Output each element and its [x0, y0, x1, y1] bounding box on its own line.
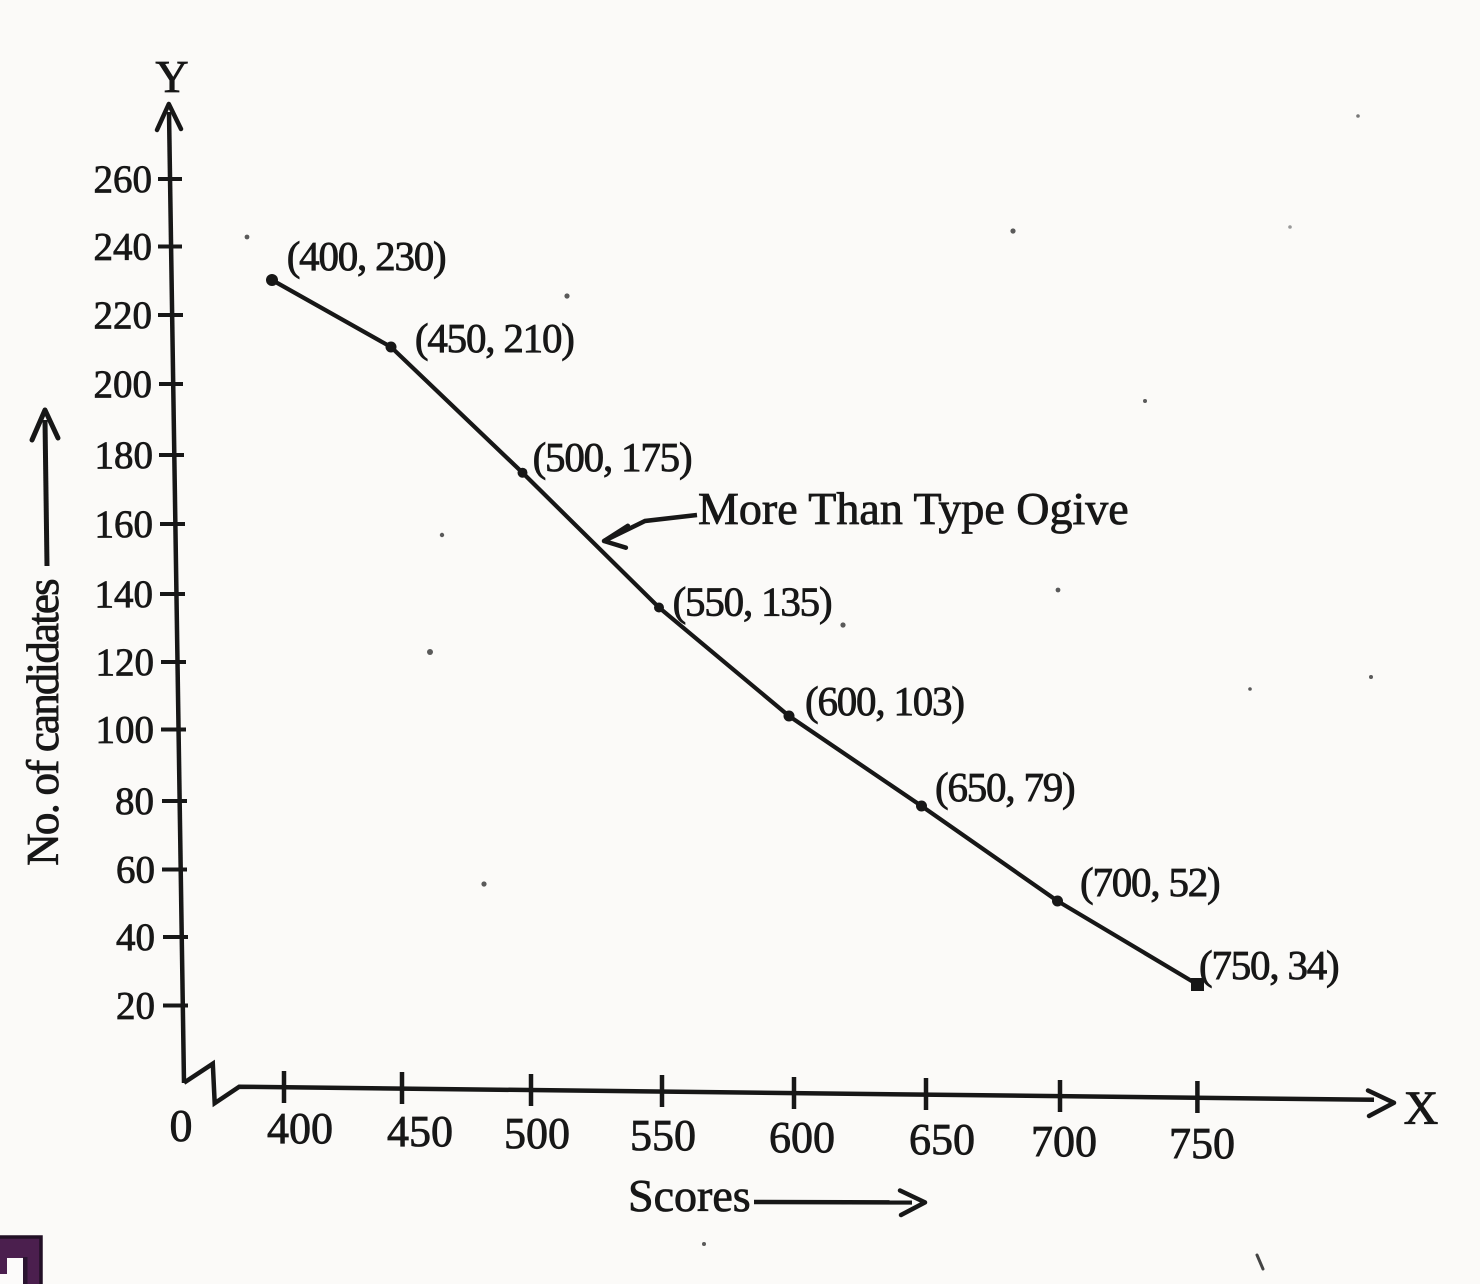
- svg-text:(550, 135): (550, 135): [673, 579, 832, 625]
- svg-text:60: 60: [116, 849, 155, 892]
- svg-text:400: 400: [267, 1104, 333, 1153]
- svg-text:(700, 52): (700, 52): [1080, 859, 1220, 905]
- svg-text:140: 140: [95, 573, 154, 616]
- svg-text:100: 100: [96, 709, 155, 752]
- svg-text:(450, 210): (450, 210): [415, 315, 574, 361]
- svg-text:80: 80: [115, 780, 154, 823]
- svg-text:40: 40: [116, 916, 155, 959]
- svg-text:500: 500: [504, 1109, 570, 1158]
- svg-text:700: 700: [1031, 1117, 1097, 1166]
- svg-text:(600, 103): (600, 103): [805, 678, 964, 724]
- svg-text:240: 240: [94, 226, 153, 269]
- svg-text:Y: Y: [155, 51, 188, 102]
- svg-text:160: 160: [95, 503, 154, 546]
- svg-text:(650, 79): (650, 79): [935, 764, 1075, 810]
- svg-text:20: 20: [116, 985, 155, 1028]
- svg-text:0: 0: [170, 1100, 193, 1151]
- svg-text:(400, 230): (400, 230): [287, 233, 446, 279]
- svg-text:650: 650: [909, 1115, 975, 1164]
- svg-text:220: 220: [94, 294, 153, 337]
- svg-text:600: 600: [769, 1113, 835, 1162]
- svg-text:120: 120: [96, 641, 155, 684]
- svg-text:(750, 34): (750, 34): [1199, 942, 1339, 988]
- svg-text:750: 750: [1169, 1119, 1235, 1168]
- svg-text:Scores: Scores: [628, 1170, 751, 1221]
- svg-text:(500, 175): (500, 175): [533, 434, 692, 480]
- svg-text:X: X: [1404, 1082, 1439, 1135]
- svg-text:450: 450: [387, 1107, 453, 1156]
- svg-text:550: 550: [630, 1111, 696, 1160]
- svg-text:No. of candidates: No. of candidates: [18, 580, 68, 866]
- svg-text:260: 260: [94, 158, 153, 201]
- svg-text:180: 180: [95, 434, 154, 477]
- svg-text:200: 200: [94, 363, 153, 406]
- svg-text:More Than Type Ogive: More Than Type Ogive: [698, 483, 1129, 534]
